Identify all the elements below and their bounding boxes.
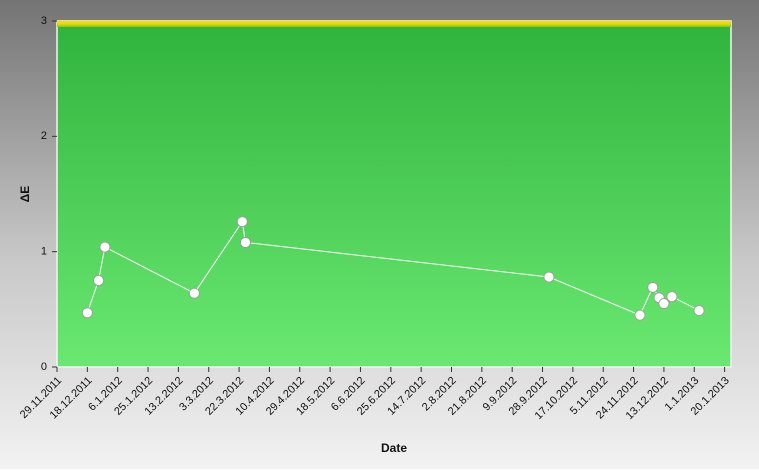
point bbox=[99, 241, 111, 253]
y-tick-label: 1 bbox=[41, 246, 47, 258]
point bbox=[81, 307, 93, 319]
x-axis-title: Date bbox=[381, 441, 407, 455]
point bbox=[693, 305, 705, 316]
y-axis-title: ΔE bbox=[18, 186, 32, 203]
y-tick-label: 3 bbox=[41, 15, 47, 27]
limit-band bbox=[57, 21, 731, 27]
point bbox=[543, 271, 555, 283]
point bbox=[658, 298, 670, 309]
point bbox=[634, 309, 646, 321]
point bbox=[240, 237, 251, 248]
y-tick-label: 0 bbox=[41, 361, 47, 373]
point bbox=[188, 287, 200, 299]
point bbox=[647, 282, 659, 293]
y-tick-label: 2 bbox=[41, 130, 47, 142]
point bbox=[236, 216, 248, 228]
plot-area bbox=[56, 20, 732, 368]
point bbox=[666, 291, 678, 303]
point bbox=[93, 275, 104, 286]
